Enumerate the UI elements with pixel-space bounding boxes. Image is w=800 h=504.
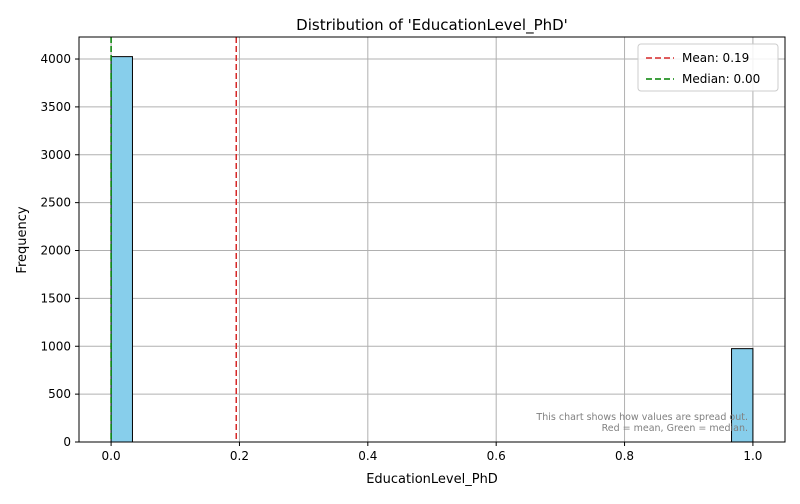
histogram-bar [110, 56, 133, 443]
y-tick-label: 3000 [40, 148, 71, 162]
histogram-bars [110, 56, 754, 443]
y-tick-label: 1500 [40, 291, 71, 305]
annotation-line-1: This chart shows how values are spread o… [535, 412, 748, 423]
x-tick-label: 0.2 [230, 449, 249, 463]
y-tick-label: 0 [63, 435, 71, 449]
y-axis-label: Frequency [15, 206, 30, 273]
x-axis: 0.0 0.2 0.4 0.6 0.8 1.0 [102, 442, 762, 463]
chart-title: Distribution of 'EducationLevel_PhD' [296, 16, 568, 35]
y-tick-label: 4000 [40, 52, 71, 66]
x-axis-label: EducationLevel_PhD [366, 472, 498, 487]
y-tick-label: 1000 [40, 339, 71, 353]
y-tick-label: 3500 [40, 100, 71, 114]
plot-area [78, 36, 786, 443]
annotation-line-2: Red = mean, Green = median. [602, 423, 748, 434]
x-tick-label: 0.0 [102, 449, 121, 463]
grid [79, 37, 785, 443]
x-tick-label: 0.6 [487, 449, 506, 463]
legend-entry: Mean: 0.19 [682, 51, 749, 65]
x-tick-label: 0.4 [358, 449, 377, 463]
x-tick-label: 1.0 [743, 449, 762, 463]
x-tick-label: 0.8 [615, 449, 634, 463]
reference-lines [110, 37, 237, 442]
y-axis: 0 500 1000 1500 2000 2500 3000 3500 4000 [40, 52, 79, 449]
legend-entry: Median: 0.00 [682, 72, 760, 86]
y-tick-label: 500 [48, 387, 71, 401]
legend: Mean: 0.19 Median: 0.00 [637, 43, 779, 92]
y-tick-label: 2000 [40, 244, 71, 258]
y-tick-label: 2500 [40, 196, 71, 210]
